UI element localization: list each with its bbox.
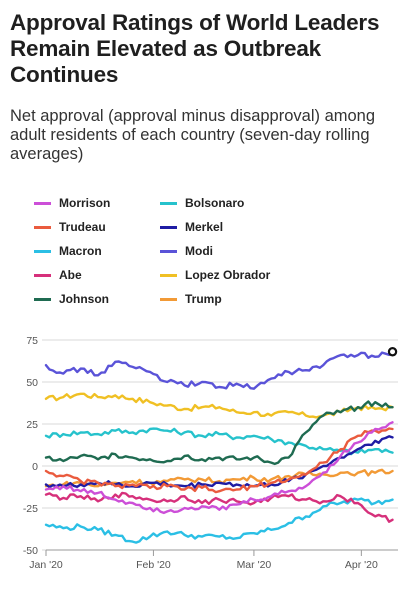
series-line-lopez-obrador xyxy=(44,392,394,419)
legend-swatch xyxy=(34,274,51,277)
y-tick-label: -25 xyxy=(23,503,38,515)
y-tick-label: 50 xyxy=(26,377,38,389)
x-tick-label: Apr '20 xyxy=(345,559,378,571)
legend-swatch xyxy=(160,298,177,301)
legend-swatch xyxy=(34,250,51,253)
legend-swatch xyxy=(160,274,177,277)
y-tick-label: 0 xyxy=(32,461,38,473)
series-line-morrison xyxy=(44,421,394,515)
series-line-macron xyxy=(44,497,394,544)
legend-swatch xyxy=(34,202,51,205)
legend-label: Trudeau xyxy=(59,220,106,234)
legend-swatch xyxy=(34,298,51,301)
highlight-point-modi xyxy=(387,347,398,357)
series-line-trump xyxy=(44,468,394,489)
series-line-modi xyxy=(44,350,394,390)
legend-swatch xyxy=(34,226,51,229)
y-tick-label: -50 xyxy=(23,545,38,557)
legend-label: Bolsonaro xyxy=(185,196,245,210)
legend-label: Morrison xyxy=(59,196,111,210)
x-tick-label: Mar '20 xyxy=(237,559,272,571)
legend-label: Lopez Obrador xyxy=(185,268,271,282)
legend-swatch xyxy=(160,250,177,253)
legend-label: Modi xyxy=(185,244,213,258)
legend-label: Johnson xyxy=(59,292,109,306)
x-tick-label: Feb '20 xyxy=(136,559,171,571)
highlight-markers xyxy=(387,347,398,357)
series-line-abe xyxy=(44,491,394,523)
x-tick-label: Jan '20 xyxy=(29,559,63,571)
axis-labels: 75 50 25 0 -25 -50 Jan '20 Feb '20 Mar '20 Apr '2… xyxy=(23,335,378,571)
legend-label: Macron xyxy=(59,244,102,258)
y-tick-label: 75 xyxy=(26,335,38,347)
y-tick-label: 25 xyxy=(26,419,38,431)
chart-title: Approval Ratings of World Leaders Remain… xyxy=(10,10,380,87)
series-line-bolsonaro xyxy=(44,427,394,456)
series-line-trudeau xyxy=(44,427,394,494)
legend-swatch xyxy=(160,226,177,229)
legend-label: Abe xyxy=(59,268,82,282)
legend-label: Merkel xyxy=(185,220,224,234)
line-chart: 75 50 25 0 -25 -50 Jan '20 Feb '20 Mar '20 Apr '2… xyxy=(23,335,398,571)
legend-label: Trump xyxy=(185,292,222,306)
chart-subtitle: Net approval (approval minus disapproval… xyxy=(10,107,376,163)
series-line-johnson xyxy=(44,400,394,466)
legend-swatch xyxy=(160,202,177,205)
series-lines xyxy=(44,350,394,544)
